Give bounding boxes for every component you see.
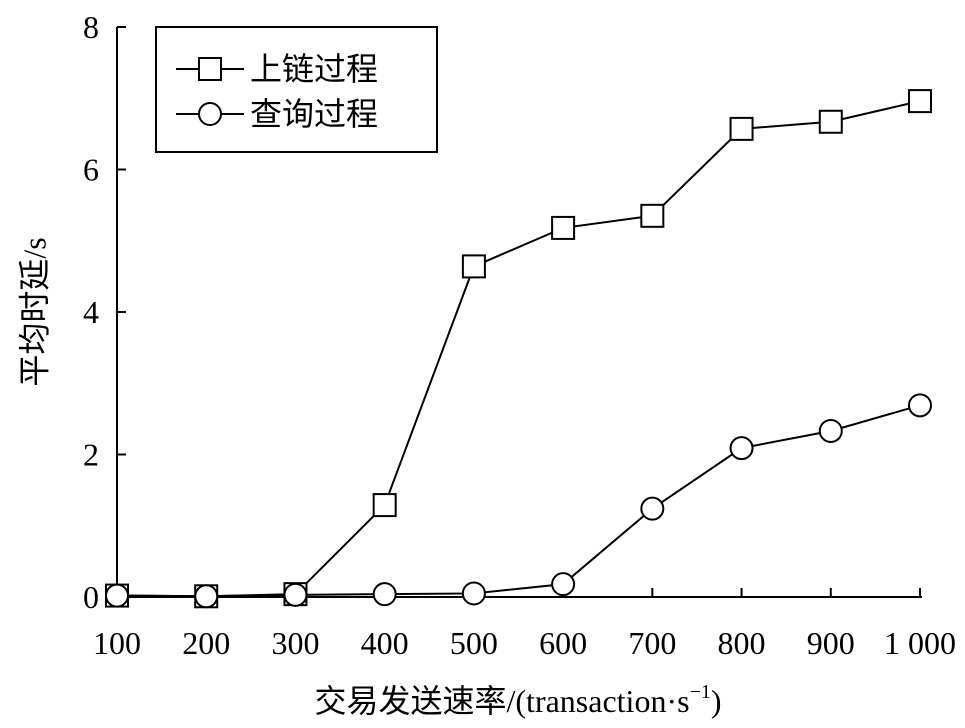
- legend-item: 查询过程: [176, 96, 378, 132]
- circle-marker: [551, 572, 576, 597]
- square-marker: [372, 493, 397, 518]
- square-marker: [640, 203, 665, 228]
- circle-marker: [194, 584, 219, 609]
- x-axis-label-wrap: 交易发送速率/(transaction·s−1): [315, 681, 722, 719]
- x-axis-label-superscript: −1: [690, 681, 711, 703]
- y-tick-label: 6: [83, 152, 99, 188]
- series-line: [116, 100, 921, 598]
- circle-marker: [908, 393, 932, 418]
- x-axis-label: 交易发送速率/(transaction·s: [315, 683, 690, 719]
- y-tick-label: 4: [83, 294, 99, 330]
- x-tick-label: 300: [271, 625, 319, 661]
- legend-box: [155, 26, 438, 153]
- square-marker: [818, 109, 843, 134]
- legend-square-marker: [198, 57, 222, 81]
- x-tick-label: 600: [539, 625, 587, 661]
- x-tick-label: 400: [361, 625, 409, 661]
- y-tick-label: 0: [83, 579, 99, 615]
- x-tick-label: 900: [807, 625, 855, 661]
- x-tick-label: 700: [628, 625, 676, 661]
- circle-marker: [729, 436, 754, 461]
- x-tick-label: 1 000: [884, 625, 956, 661]
- y-tick-label: 8: [83, 9, 99, 45]
- legend-label: 查询过程: [250, 96, 378, 132]
- series-layer: [105, 89, 932, 609]
- circle-marker: [640, 496, 665, 521]
- circle-marker: [283, 582, 308, 607]
- series-2: [105, 393, 932, 609]
- x-tick-label: 200: [182, 625, 230, 661]
- x-axis-label-close: ): [711, 683, 722, 719]
- circle-marker: [818, 418, 843, 443]
- y-axis-label: 平均时延/s: [16, 237, 52, 386]
- x-tick-label: 800: [718, 625, 766, 661]
- y-tick-label: 2: [83, 437, 99, 473]
- legend-circle-marker: [198, 102, 222, 126]
- legend-item: 上链过程: [176, 51, 378, 87]
- series-line: [116, 404, 921, 598]
- series-1: [105, 89, 932, 609]
- axes: 0 2 4 6 8 100 200 300 400 500 600 700 800 900 1 000: [83, 9, 956, 661]
- x-tick-label: 500: [450, 625, 498, 661]
- circle-marker: [105, 583, 129, 608]
- circle-marker: [372, 582, 397, 607]
- square-marker: [729, 116, 754, 141]
- x-tick-label: 100: [93, 625, 141, 661]
- square-marker: [461, 254, 486, 279]
- legend-label: 上链过程: [250, 51, 378, 87]
- square-marker: [908, 89, 932, 114]
- square-marker: [551, 215, 576, 240]
- circle-marker: [461, 581, 486, 606]
